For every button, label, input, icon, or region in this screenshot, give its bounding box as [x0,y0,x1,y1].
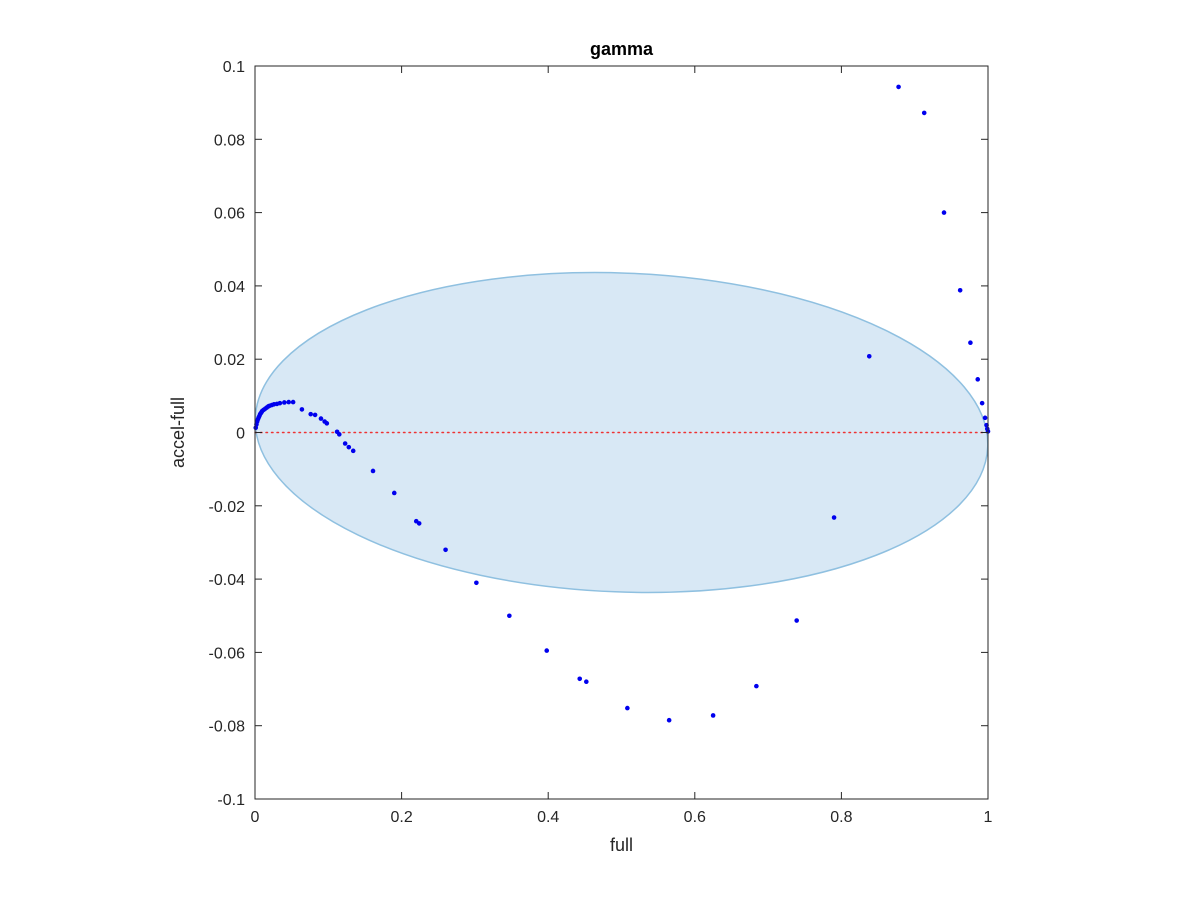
data-point [584,679,589,685]
data-point [666,717,672,723]
x-tick-label: 0.6 [684,809,706,826]
x-axis-label: full [610,835,633,855]
data-point [968,340,973,346]
data-point [941,210,947,215]
chart-title: gamma [590,39,654,59]
data-point [346,444,352,450]
data-point [299,407,305,412]
data-point [866,353,872,359]
data-point [290,399,296,405]
x-axis-ticks: 0 0.2 0.4 0.6 0.8 1 [251,66,993,826]
x-tick-label: 0.2 [390,809,412,826]
data-point [710,713,716,718]
data-point [979,400,985,406]
data-point [416,521,422,526]
data-point [577,676,583,682]
x-tick-label: 0.4 [537,809,559,826]
y-tick-label: -0.1 [217,792,245,809]
y-tick-label: -0.02 [209,499,246,516]
data-point [286,399,292,405]
data-point [391,490,397,496]
data-point [975,377,981,382]
y-tick-label: -0.08 [209,719,246,736]
data-point [350,448,356,454]
y-tick-label: 0.04 [214,279,245,296]
data-point [831,515,837,520]
y-tick-label: -0.06 [209,645,246,662]
y-tick-label: 0.08 [214,132,245,149]
y-axis-ticks: -0.1 -0.08 -0.06 -0.04 -0.02 0 0.02 0.04 0.06 0.0… [209,59,988,809]
data-point [896,84,901,90]
data-point [625,705,630,711]
data-point [957,287,963,293]
data-point [443,547,448,553]
data-point [474,580,479,586]
data-point [282,400,287,405]
data-point [318,416,324,421]
data-point [277,400,283,406]
data-point [507,613,512,619]
y-tick-label: 0.06 [214,206,245,223]
data-point [370,468,376,474]
y-tick-label: 0.02 [214,352,245,369]
data-point [324,421,330,426]
x-tick-label: 1 [984,809,993,826]
data-point [754,683,759,689]
data-point [921,110,927,116]
data-point [982,415,988,421]
data-point [794,618,799,623]
data-point [312,412,318,418]
x-tick-label: 0.8 [830,809,852,826]
data-point [308,411,314,417]
data-point [342,441,348,446]
y-tick-label: 0 [236,426,245,443]
data-point [336,432,342,437]
y-axis-label: accel-full [168,397,188,468]
y-tick-label: -0.04 [209,572,246,589]
x-tick-label: 0 [251,809,260,826]
data-point [544,648,550,653]
y-tick-label: 0.1 [223,59,245,76]
